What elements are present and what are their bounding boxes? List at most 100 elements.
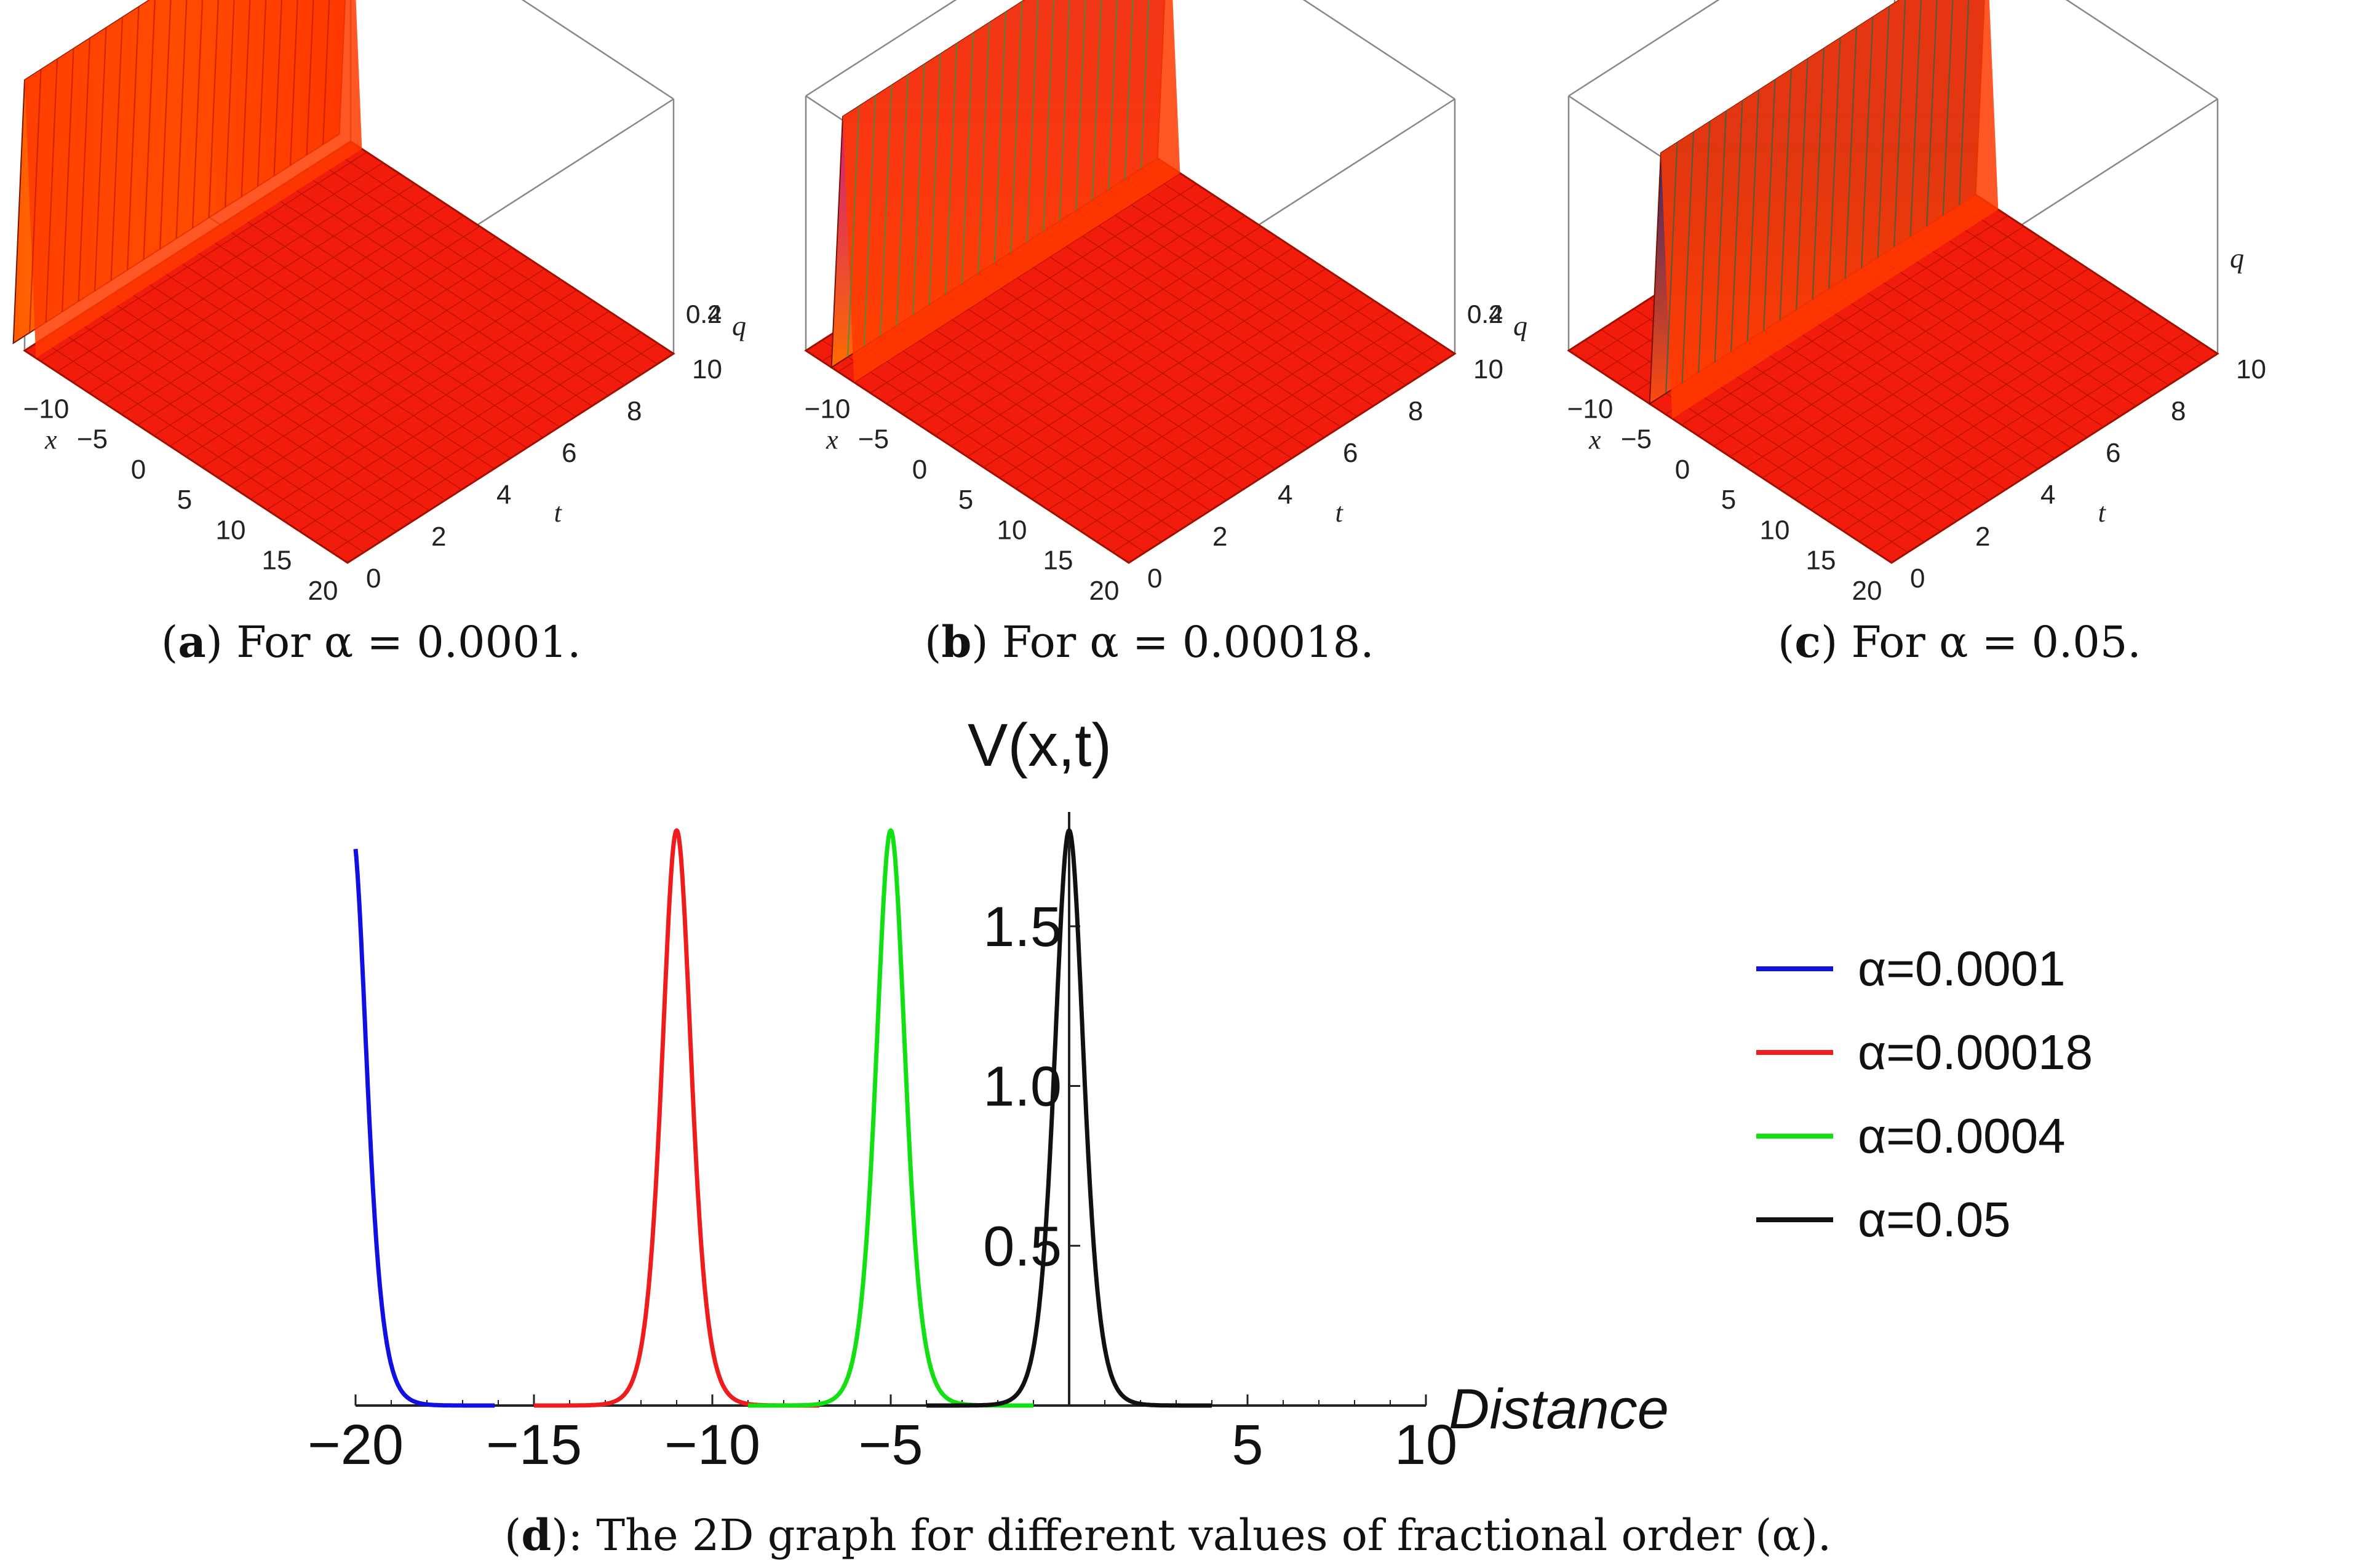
grid-line: [1050, 193, 1374, 407]
x-tick-c: 5: [1721, 485, 1736, 515]
grid-line: [334, 151, 658, 365]
grid-line: [218, 268, 545, 479]
x-axis-label: x: [826, 424, 838, 455]
t-tick-c: 0: [1910, 563, 1925, 594]
t-tick-b: 2: [1212, 522, 1227, 552]
t-axis-label: t: [554, 498, 563, 528]
grid-line: [220, 225, 544, 438]
wall-stripe: [1730, 100, 1743, 352]
t-tick-c: 6: [2106, 438, 2120, 468]
grid-line: [1083, 172, 1406, 386]
wall-stripe: [1893, 0, 1906, 247]
t-tick-c: 8: [2171, 396, 2186, 426]
wall-stripe: [1779, 69, 1793, 320]
t-tick-b: 4: [1278, 480, 1292, 510]
wall-stripe: [1124, 0, 1134, 180]
soliton-wall-back: [843, 0, 1180, 383]
wall-stripe: [1942, 0, 1954, 216]
wall-stripe: [896, 74, 909, 326]
x-tick-a: 0: [131, 455, 146, 485]
t-tick-b: 10: [1473, 354, 1503, 384]
grid-line: [1762, 268, 2089, 479]
x-axis-label: x: [1588, 424, 1601, 455]
wall-stripe: [1043, 0, 1055, 232]
t-tick-c: 4: [2040, 480, 2055, 510]
wall-stripe: [192, 0, 204, 228]
x-tick-a: 20: [308, 576, 338, 606]
t-tick-b: 6: [1343, 438, 1358, 468]
x-tick-label: −10: [664, 1414, 760, 1476]
z-tick-a: 0.4: [686, 300, 722, 328]
box-edge: [521, 0, 674, 100]
z-tick-b: 0.2: [1467, 300, 1503, 328]
grid-line: [1080, 321, 1407, 531]
wall-stripe: [1746, 90, 1760, 341]
x-tick-a: 15: [262, 546, 292, 576]
grid-line: [187, 245, 511, 459]
wall-stripe: [175, 0, 188, 239]
legend-label-3: α=0.05: [1858, 1192, 2011, 1247]
grid-line: [269, 193, 592, 407]
wall-stripe: [257, 0, 267, 186]
x-tick-b: 10: [997, 515, 1027, 545]
wall-stripe: [1010, 1, 1023, 253]
grid-line: [985, 235, 1308, 448]
box-edge: [1568, 0, 1720, 97]
x-tick-b: 5: [958, 485, 973, 515]
wall-stripe: [1698, 121, 1711, 373]
wall-stripe: [880, 85, 893, 336]
legend-label-0: α=0.0001: [1858, 941, 2066, 996]
wall-stripe: [961, 33, 974, 284]
grid-line: [301, 172, 625, 386]
x-tick-label: −20: [308, 1414, 404, 1476]
wall-stripe: [273, 0, 283, 176]
grid-line: [317, 162, 642, 375]
wall-stripe: [1714, 111, 1727, 362]
grid-line: [1066, 183, 1390, 396]
x-tick-label: 10: [1395, 1414, 1457, 1476]
x-tick-label: −15: [486, 1414, 582, 1476]
grid-line: [983, 258, 1310, 468]
t-tick-a: 10: [692, 354, 722, 384]
wall-stripe: [62, 48, 74, 312]
x-tick-label: 5: [1232, 1414, 1263, 1476]
t-axis-label: t: [1335, 498, 1344, 528]
grid-line: [1115, 151, 1439, 365]
legend-label-1: α=0.00018: [1858, 1025, 2093, 1080]
grid-line: [252, 204, 576, 417]
wall-stripe: [863, 95, 877, 347]
grid-line: [1746, 258, 2073, 468]
wall-stripe: [1108, 0, 1118, 190]
x-tick-label: −5: [859, 1414, 923, 1476]
caption-c-letter: c: [1794, 616, 1821, 667]
box-edge: [2065, 0, 2218, 100]
chart-title: V(x,t): [968, 711, 1112, 779]
t-tick-a: 8: [627, 396, 642, 426]
grid-line: [285, 183, 609, 396]
t-tick-a: 6: [562, 438, 576, 468]
x-tick-c: 0: [1675, 455, 1690, 485]
wall-stripe: [241, 0, 251, 197]
wall-stripe: [1812, 48, 1825, 300]
legend-label-2: α=0.0004: [1858, 1108, 2066, 1163]
t-tick-b: 0: [1147, 563, 1162, 594]
wall-stripe: [1665, 142, 1678, 394]
grid-line: [1112, 343, 1439, 553]
x-tick-b: 0: [912, 455, 927, 485]
x-tick-a: 10: [216, 515, 246, 545]
caption-a: (a) For α = 0.0001.: [161, 616, 581, 667]
grid-line: [968, 245, 1292, 459]
wall-stripe: [1796, 58, 1809, 310]
x-tick-c: −10: [1567, 394, 1614, 424]
t-tick-c: 10: [2236, 354, 2266, 384]
wall-stripe: [1026, 0, 1039, 242]
wall-stripe: [29, 69, 42, 333]
wall-stripe: [1959, 0, 1970, 205]
y-tick-label: 0.5: [983, 1215, 1062, 1278]
grid-line: [1032, 289, 1358, 500]
z-axis-label: q: [732, 310, 746, 341]
grid-line: [250, 289, 577, 500]
series-line-1: [532, 828, 821, 1408]
wall-stripe: [1828, 38, 1841, 289]
